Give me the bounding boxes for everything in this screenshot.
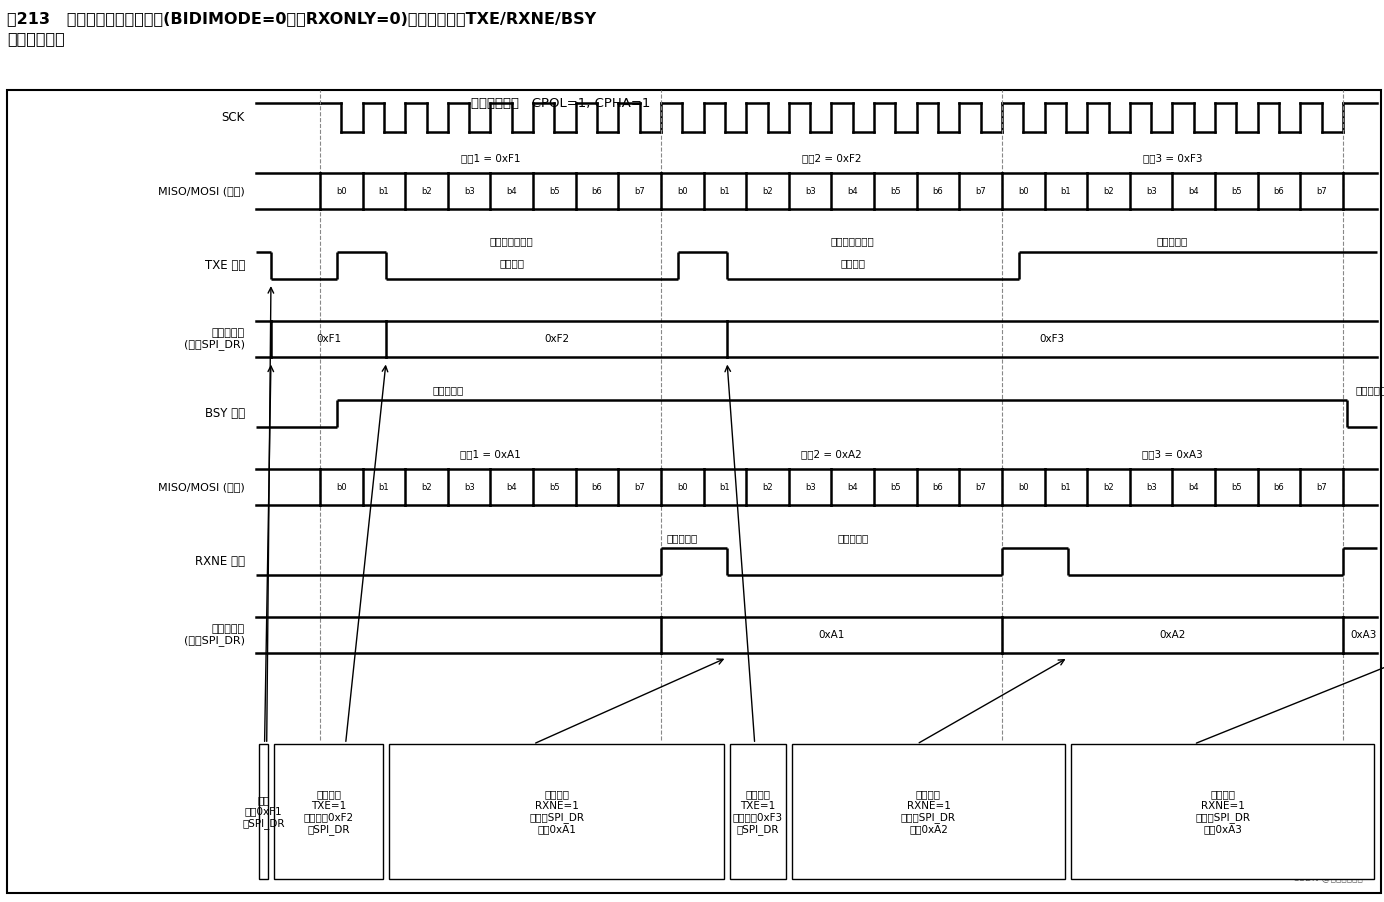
Text: 软件清除: 软件清除 (840, 258, 865, 268)
Text: b2: b2 (421, 187, 432, 196)
Text: MISO/MOSI (输入): MISO/MOSI (输入) (158, 482, 245, 492)
Text: b4: b4 (847, 483, 858, 492)
Text: 由硬件设置: 由硬件设置 (1157, 236, 1187, 246)
Text: b1: b1 (379, 483, 389, 492)
Text: b3: b3 (464, 483, 475, 492)
Text: 由软件清除: 由软件清除 (837, 533, 868, 543)
Text: b1: b1 (720, 483, 731, 492)
Text: 数据3 = 0xA3: 数据3 = 0xA3 (1142, 449, 1203, 459)
Text: b6: b6 (592, 483, 602, 492)
Text: SCK: SCK (221, 111, 245, 124)
Text: 软件等待
RXNE=1
然后从SPI_DR
读出0xA1: 软件等待 RXNE=1 然后从SPI_DR 读出0xA1 (529, 789, 584, 834)
Text: 数据1 = 0xF1: 数据1 = 0xF1 (461, 153, 520, 163)
Text: b3: b3 (1146, 187, 1157, 196)
Text: b5: b5 (549, 483, 559, 492)
Text: 软件等待
TXE=1
然后写入0xF2
至SPI_DR: 软件等待 TXE=1 然后写入0xF2 至SPI_DR (303, 789, 353, 834)
Text: b2: b2 (1103, 187, 1114, 196)
Text: 由硬件清除: 由硬件清除 (1356, 385, 1384, 395)
Text: b0: b0 (336, 483, 346, 492)
Text: b3: b3 (464, 187, 475, 196)
Text: 数据2 = 0xA2: 数据2 = 0xA2 (801, 449, 862, 459)
Bar (7, 90, 1381, 893)
Text: b4: b4 (507, 483, 518, 492)
Text: b0: b0 (1019, 483, 1028, 492)
Text: 接收缓冲器
(读出SPI_DR): 接收缓冲器 (读出SPI_DR) (184, 624, 245, 646)
Text: b7: b7 (634, 187, 645, 196)
Text: 数据3 = 0xF3: 数据3 = 0xF3 (1143, 153, 1203, 163)
Text: 软件清除: 软件清除 (500, 258, 525, 268)
Text: b7: b7 (1316, 187, 1327, 196)
Text: MISO/MOSI (输出): MISO/MOSI (输出) (158, 186, 245, 197)
Text: 由硬件设置并由: 由硬件设置并由 (830, 236, 875, 246)
Text: b0: b0 (1019, 187, 1028, 196)
Text: 数据1 = 0xA1: 数据1 = 0xA1 (459, 449, 520, 459)
Text: b4: b4 (1189, 483, 1199, 492)
Text: 由硬件设置: 由硬件设置 (432, 385, 464, 395)
Text: TXE 标志: TXE 标志 (205, 259, 245, 272)
Text: b5: b5 (890, 187, 901, 196)
Text: b1: b1 (379, 187, 389, 196)
Text: b1: b1 (720, 187, 731, 196)
Text: 软件等待
TXE=1
然后写入0xF3
至SPI_DR: 软件等待 TXE=1 然后写入0xF3 至SPI_DR (734, 789, 783, 834)
Text: BSY 标志: BSY 标志 (205, 407, 245, 419)
Text: b2: b2 (421, 483, 432, 492)
Text: b0: b0 (677, 187, 688, 196)
Text: b7: b7 (976, 187, 985, 196)
Text: b5: b5 (549, 187, 559, 196)
Text: CSDN @职业法师亦枫: CSDN @职业法师亦枫 (1294, 873, 1363, 882)
Bar (274, 744, 383, 879)
Text: b6: b6 (933, 483, 944, 492)
Text: b0: b0 (336, 187, 346, 196)
Text: 由硬件设置: 由硬件设置 (667, 533, 698, 543)
Text: b3: b3 (804, 187, 815, 196)
Text: ai17343: ai17343 (1326, 859, 1363, 868)
Text: b2: b2 (1103, 483, 1114, 492)
Text: 0xA2: 0xA2 (1160, 630, 1186, 640)
Bar (729, 744, 786, 879)
Text: b0: b0 (677, 483, 688, 492)
Text: b5: b5 (890, 483, 901, 492)
Text: b6: b6 (933, 187, 944, 196)
Text: 0xA1: 0xA1 (818, 630, 844, 640)
Text: 软件等待
RXNE=1
然后从SPI_DR
读出0xA3: 软件等待 RXNE=1 然后从SPI_DR 读出0xA3 (1194, 789, 1250, 834)
Text: b3: b3 (1146, 483, 1157, 492)
Text: 0xF2: 0xF2 (544, 334, 569, 345)
Text: 软件等待
RXNE=1
然后从SPI_DR
读出0xA2: 软件等待 RXNE=1 然后从SPI_DR 读出0xA2 (901, 789, 956, 834)
Text: 数据2 = 0xF2: 数据2 = 0xF2 (801, 153, 861, 163)
Text: 主模式的例子   CPOL=1, CPHA=1: 主模式的例子 CPOL=1, CPHA=1 (471, 97, 650, 109)
Text: b5: b5 (1232, 187, 1241, 196)
Text: b7: b7 (634, 483, 645, 492)
Text: b2: b2 (763, 187, 772, 196)
Text: b4: b4 (847, 187, 858, 196)
Text: 0xF1: 0xF1 (316, 334, 340, 345)
Text: b4: b4 (1189, 187, 1199, 196)
Text: RXNE 标志: RXNE 标志 (195, 555, 245, 567)
Text: b7: b7 (1316, 483, 1327, 492)
Text: 由硬件设置并由: 由硬件设置并由 (490, 236, 534, 246)
Bar (1071, 744, 1374, 879)
Text: b2: b2 (763, 483, 772, 492)
Text: 0xF3: 0xF3 (1039, 334, 1064, 345)
Text: b6: b6 (1273, 187, 1284, 196)
Bar (389, 744, 724, 879)
Text: 发送缓冲器
(写入SPI_DR): 发送缓冲器 (写入SPI_DR) (184, 328, 245, 350)
Text: 软件
写入0xF1
至SPI_DR: 软件 写入0xF1 至SPI_DR (242, 795, 285, 829)
Text: b6: b6 (1273, 483, 1284, 492)
Text: 图213   主模式、全双工模式下(BIDIMODE=0并且RXONLY=0)连续传输时，TXE/RXNE/BSY: 图213 主模式、全双工模式下(BIDIMODE=0并且RXONLY=0)连续传… (7, 11, 597, 26)
Text: b4: b4 (507, 187, 518, 196)
Text: 的变化示意图: 的变化示意图 (7, 31, 65, 46)
Text: b1: b1 (1060, 483, 1071, 492)
Text: b7: b7 (976, 483, 985, 492)
Text: b5: b5 (1232, 483, 1241, 492)
Text: b1: b1 (1060, 187, 1071, 196)
Text: 0xA3: 0xA3 (1349, 630, 1376, 640)
Bar (792, 744, 1066, 879)
Bar (259, 744, 268, 879)
Text: b3: b3 (804, 483, 815, 492)
Text: b6: b6 (592, 187, 602, 196)
